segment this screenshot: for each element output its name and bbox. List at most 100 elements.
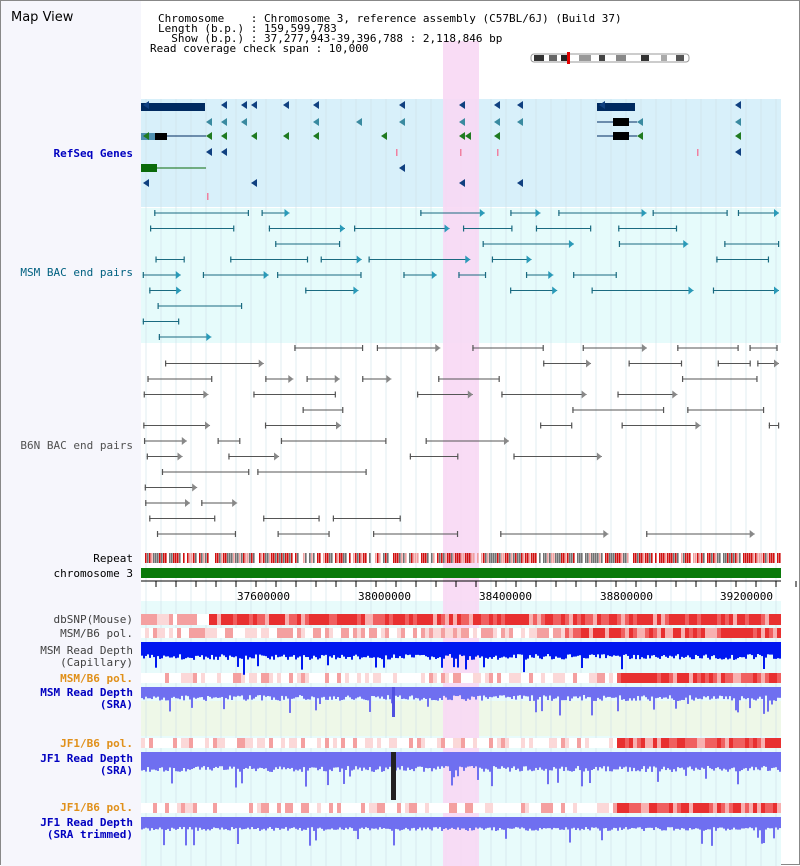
track-label-msm-depth-cap[interactable]: MSM Read Depth — [40, 644, 133, 657]
repeat-element — [205, 553, 207, 563]
repeat-element — [387, 553, 389, 563]
depth-bar — [423, 642, 425, 655]
depth-bar — [189, 817, 191, 828]
bac-arrow — [695, 421, 701, 430]
polymorphism-cell — [717, 614, 721, 625]
bac-end — [302, 407, 304, 413]
depth-bar — [317, 687, 319, 699]
polymorphism-cell — [333, 628, 337, 638]
depth-bar — [415, 817, 417, 831]
depth-bar — [363, 642, 365, 658]
polymorphism-cell — [317, 628, 321, 638]
track-label-msm-b6-pol-top[interactable]: MSM/B6 pol. — [60, 627, 133, 640]
polymorphism-cell — [725, 738, 729, 748]
depth-bar — [483, 687, 485, 696]
depth-bar — [677, 752, 679, 768]
depth-bar — [517, 642, 519, 655]
depth-bar — [641, 817, 643, 830]
depth-bar — [269, 642, 271, 660]
polymorphism-cell — [165, 628, 169, 638]
depth-bar — [693, 642, 695, 660]
polymorphism-cell — [161, 628, 165, 638]
bac-end — [717, 360, 719, 367]
track-label-dbsnp[interactable]: dbSNP(Mouse) — [53, 613, 133, 626]
repeat-element — [311, 553, 313, 563]
repeat-element — [725, 553, 727, 563]
repeat-element — [683, 553, 685, 563]
depth-bar — [341, 752, 343, 769]
depth-bar — [177, 817, 179, 829]
bac-end — [513, 453, 515, 460]
polymorphism-cell — [245, 738, 249, 748]
polymorphism-cell — [405, 614, 409, 625]
track-label-refseq[interactable]: RefSeq Genes — [53, 147, 133, 160]
repeat-element — [547, 553, 549, 563]
depth-bar — [203, 817, 205, 830]
depth-bar — [735, 752, 737, 772]
depth-bar — [595, 752, 597, 767]
track-label-jf1-depth-sra[interactable]: JF1 Read Depth — [40, 752, 133, 765]
track-label-jf1-depth-trim[interactable]: JF1 Read Depth — [40, 816, 133, 829]
depth-bar — [699, 687, 701, 699]
depth-bar — [293, 687, 295, 699]
polymorphism-cell — [745, 738, 749, 748]
repeat-element — [317, 553, 319, 563]
depth-bar — [309, 817, 311, 846]
depth-bar — [173, 642, 175, 657]
depth-bar — [383, 817, 385, 829]
polymorphism-cell — [713, 803, 717, 813]
repeat-element — [523, 553, 525, 563]
feature-layer[interactable] — [141, 101, 797, 846]
depth-bar — [275, 752, 277, 768]
polymorphism-cell — [633, 628, 637, 638]
polymorphism-cell — [705, 628, 709, 638]
depth-bar — [361, 642, 363, 658]
polymorphism-cell — [297, 614, 301, 625]
polymorphism-cell — [241, 673, 245, 683]
polymorphism-cell — [505, 673, 509, 683]
chromosome-ideogram[interactable] — [530, 52, 690, 64]
track-label-jf1-b6-pol-1[interactable]: JF1/B6 pol. — [60, 737, 133, 750]
depth-bar — [549, 642, 551, 657]
depth-bar — [277, 752, 279, 769]
bac-end — [458, 272, 460, 278]
track-label-jf1-b6-pol-2[interactable]: JF1/B6 pol. — [60, 801, 133, 814]
depth-bar — [699, 642, 701, 659]
track-label-msm-depth-sra[interactable]: MSM Read Depth — [40, 686, 133, 699]
bac-arrow — [465, 255, 471, 264]
polymorphism-cell — [441, 738, 445, 748]
depth-bar — [773, 817, 775, 839]
polymorphism-cell — [473, 673, 477, 683]
depth-bar — [619, 752, 621, 767]
track-label-msm-bac[interactable]: MSM BAC end pairs — [20, 266, 133, 279]
depth-bar — [569, 687, 571, 701]
depth-bar — [585, 752, 587, 769]
repeat-element — [591, 553, 593, 563]
depth-bar — [485, 687, 487, 698]
repeat-element — [377, 553, 379, 563]
track-label-repeat[interactable]: Repeat — [93, 552, 133, 565]
polymorphism-cell — [269, 738, 273, 748]
depth-bar — [529, 752, 531, 770]
polymorphism-cell — [501, 628, 505, 638]
bac-arrow — [586, 359, 592, 368]
axis-tick-label: 38400000 — [479, 590, 532, 603]
polymorphism-cell — [665, 803, 669, 813]
depth-bar — [485, 752, 487, 769]
polymorphism-cell — [609, 614, 613, 625]
depth-bar — [477, 642, 479, 656]
depth-bar — [765, 642, 767, 658]
track-label-msm-b6-pol[interactable]: MSM/B6 pol. — [60, 672, 133, 685]
repeat-element — [309, 553, 311, 563]
repeat-element — [649, 553, 651, 563]
depth-bar — [323, 817, 325, 831]
depth-bar — [291, 642, 293, 657]
polymorphism-cell — [461, 614, 465, 625]
bac-end — [214, 515, 216, 522]
track-label-b6n-bac[interactable]: B6N BAC end pairs — [20, 439, 133, 452]
depth-bar — [593, 642, 595, 655]
polymorphism-cell — [469, 614, 473, 625]
polymorphism-cell — [761, 803, 765, 813]
polymorphism-cell — [625, 614, 629, 625]
